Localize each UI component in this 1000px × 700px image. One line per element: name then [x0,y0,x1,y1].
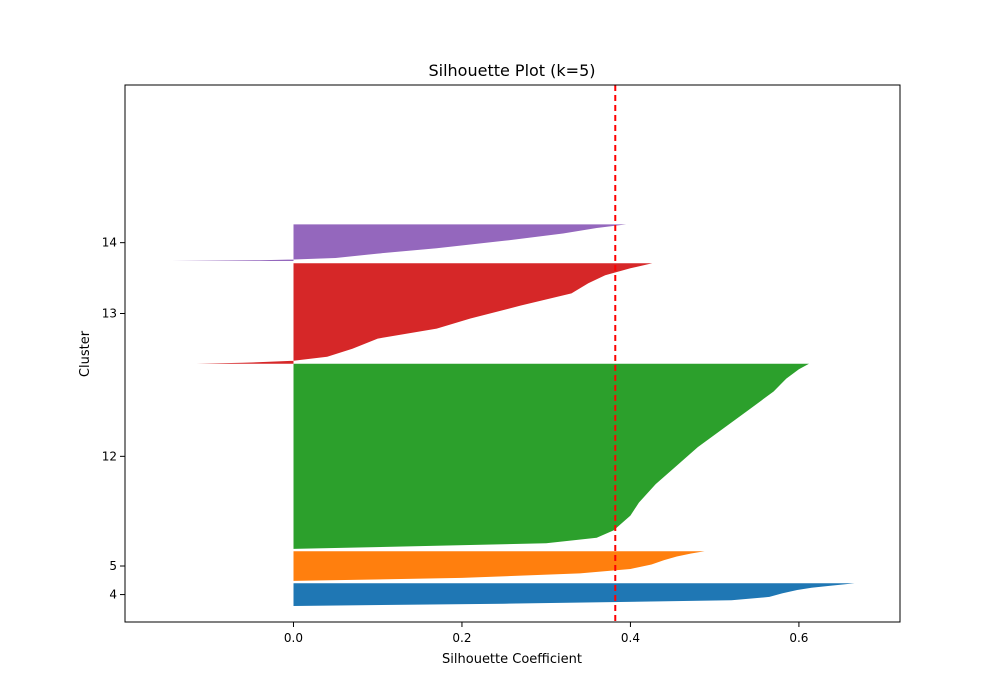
y-axis-label: Cluster [78,330,93,377]
y-tick-label-cluster-12: 12 [102,449,117,463]
x-tick-label: 0.2 [452,631,471,645]
y-tick-label-cluster-13: 13 [102,307,117,321]
y-tick-label-cluster-14: 14 [102,236,117,250]
plot-frame [124,84,901,623]
cluster-4-silhouette [293,583,855,606]
x-tick-label: 0.4 [621,631,640,645]
x-tick-label: 0.6 [789,631,808,645]
x-axis-ticks: 0.0 0.2 0.4 0.6 [284,622,808,645]
cluster-13-silhouette [196,263,653,364]
cluster-12-silhouette [293,363,809,549]
cluster-layer [171,224,855,606]
chart-title: Silhouette Plot (k=5) [428,61,595,80]
y-tick-label-cluster-5: 5 [109,559,117,573]
cluster-14-silhouette [171,224,627,261]
x-axis-label: Silhouette Coefficient [442,652,582,667]
x-tick-label: 0.0 [284,631,303,645]
y-axis-ticks: 4 5 12 13 14 [102,236,125,602]
y-tick-label-cluster-4: 4 [109,588,117,602]
plot-area: 0.0 0.2 0.4 0.6 4 5 12 13 14 [102,84,901,645]
cluster-5-silhouette [293,551,705,581]
